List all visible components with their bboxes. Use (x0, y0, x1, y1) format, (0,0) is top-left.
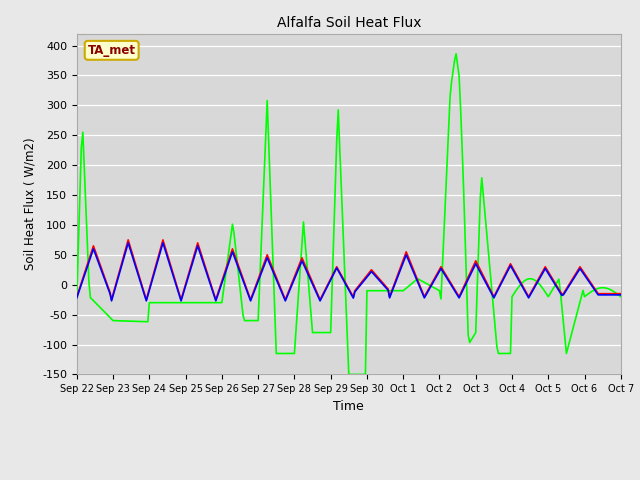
Title: Alfalfa Soil Heat Flux: Alfalfa Soil Heat Flux (276, 16, 421, 30)
X-axis label: Time: Time (333, 400, 364, 413)
Legend: SHF1, SHF2, SHF3: SHF1, SHF2, SHF3 (214, 475, 483, 480)
Text: TA_met: TA_met (88, 44, 136, 57)
Y-axis label: Soil Heat Flux ( W/m2): Soil Heat Flux ( W/m2) (24, 138, 36, 270)
